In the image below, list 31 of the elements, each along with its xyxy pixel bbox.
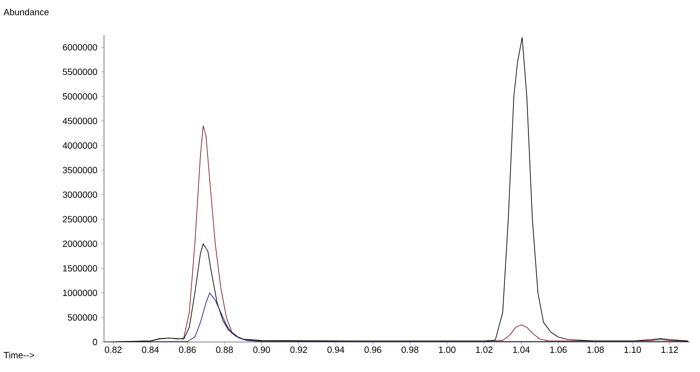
x-tick-label: 0.92: [290, 346, 308, 353]
y-tick-label: 3500000: [62, 166, 98, 174]
y-tick-label: 0: [92, 338, 98, 346]
x-tick-label: 0.84: [142, 346, 159, 353]
x-axis-title: Time-->: [4, 352, 34, 358]
x-tick-label: 1.06: [550, 346, 567, 353]
y-tick-label: 5500000: [62, 68, 98, 76]
x-tick-label: 0.94: [327, 346, 344, 353]
y-tick-label: 3000000: [62, 191, 98, 198]
x-tick-label: 0.96: [364, 346, 382, 353]
y-tick-label: 4500000: [62, 118, 98, 124]
x-tick-label: 0.98: [402, 346, 418, 353]
y-tick-label: 2500000: [62, 216, 98, 222]
x-tick-label: 0.90: [253, 346, 270, 353]
x-tick-label: 0.88: [216, 346, 233, 353]
y-tick-label: 1000000: [63, 290, 98, 296]
x-tick-label: 1.04: [513, 346, 530, 353]
y-tick-label: 500000: [68, 314, 98, 321]
x-tick-label: 1.12: [662, 346, 678, 353]
x-tick-label: 1.08: [587, 346, 604, 353]
y-axis-title: Abundance: [4, 8, 49, 16]
y-tick-label: 5000000: [62, 93, 98, 100]
x-tick-label: 0.86: [179, 346, 196, 353]
x-tick-label: 1.02: [476, 346, 492, 353]
y-tick-label: 2000000: [62, 240, 98, 247]
x-tick-label: 0.82: [104, 346, 122, 353]
y-tick-label: 1500000: [63, 265, 98, 272]
x-tick-label: 1.00: [439, 346, 456, 353]
y-tick-label: 4000000: [62, 142, 98, 149]
x-tick-label: 1.10: [624, 346, 641, 353]
y-tick-label: 6000000: [62, 44, 98, 50]
